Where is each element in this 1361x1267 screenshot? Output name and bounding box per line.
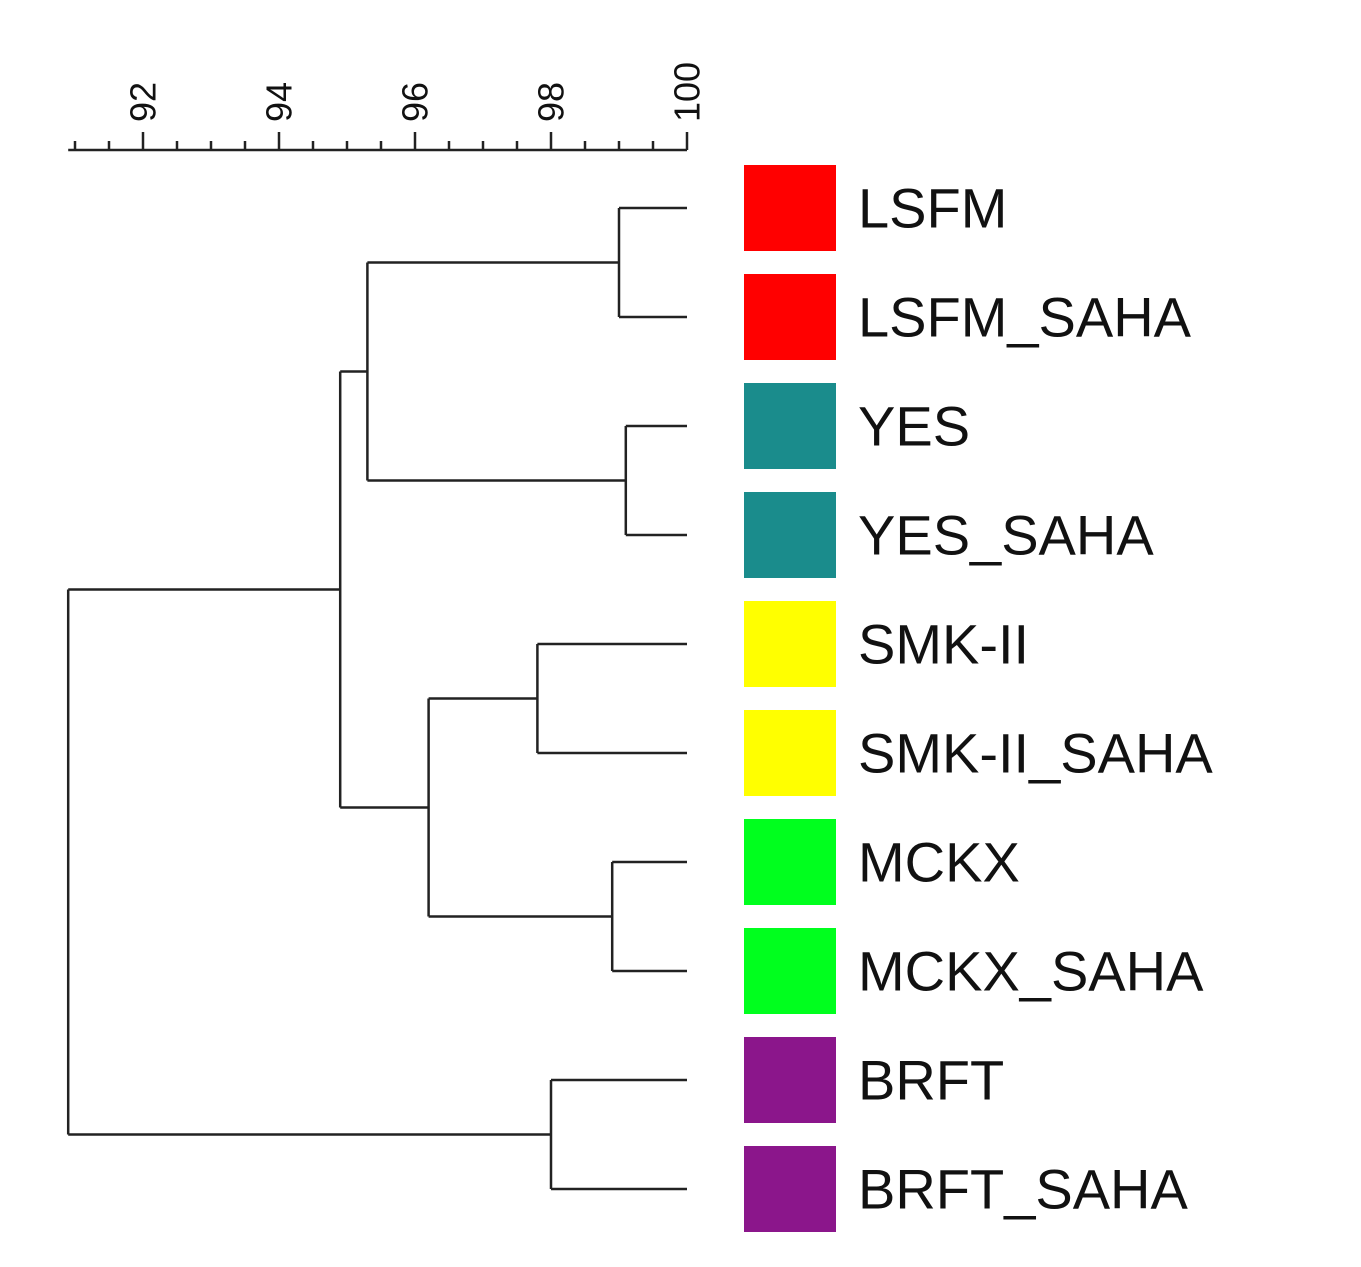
- leaf-color-swatch: [744, 1037, 836, 1123]
- leaf-color-swatch: [744, 1146, 836, 1232]
- leaf-label: MCKX_SAHA: [858, 940, 1204, 1003]
- leaf-item: SMK-II: [744, 601, 1029, 687]
- axis-tick-label: 96: [395, 82, 436, 122]
- leaf-item: MCKX_SAHA: [744, 928, 1204, 1014]
- leaf-item: BRFT: [744, 1037, 1004, 1123]
- leaf-label: YES_SAHA: [858, 504, 1154, 567]
- leaf-color-swatch: [744, 274, 836, 360]
- axis-tick-label: 92: [123, 82, 164, 122]
- leaf-color-swatch: [744, 710, 836, 796]
- leaf-item: MCKX: [744, 819, 1020, 905]
- leaf-color-swatch: [744, 601, 836, 687]
- leaf-label: LSFM: [858, 177, 1007, 240]
- leaf-item: LSFM_SAHA: [744, 274, 1192, 360]
- leaf-color-swatch: [744, 383, 836, 469]
- leaf-label: BRFT: [858, 1049, 1004, 1112]
- leaf-label: YES: [858, 395, 970, 458]
- axis-tick-label: 94: [259, 82, 300, 122]
- leaf-item: LSFM: [744, 165, 1007, 251]
- leaf-label: MCKX: [858, 831, 1020, 894]
- leaf-color-swatch: [744, 492, 836, 578]
- axis-tick-label: 98: [531, 82, 572, 122]
- similarity-axis: 92 94 96 98 100: [68, 62, 708, 152]
- dendrogram-tree: [66, 206, 687, 1191]
- leaf-legend: LSFM LSFM_SAHA YES YES_SAHA SMK-II SMK-II_SAH…: [744, 165, 1213, 1232]
- axis-tick-label: 100: [667, 62, 708, 122]
- leaf-item: YES: [744, 383, 970, 469]
- leaf-color-swatch: [744, 819, 836, 905]
- leaf-color-swatch: [744, 928, 836, 1014]
- leaf-item: YES_SAHA: [744, 492, 1154, 578]
- leaf-label: SMK-II: [858, 613, 1029, 676]
- leaf-item: BRFT_SAHA: [744, 1146, 1188, 1232]
- leaf-color-swatch: [744, 165, 836, 251]
- leaf-label: BRFT_SAHA: [858, 1158, 1188, 1221]
- leaf-label: LSFM_SAHA: [858, 286, 1192, 349]
- leaf-item: SMK-II_SAHA: [744, 710, 1213, 796]
- leaf-label: SMK-II_SAHA: [858, 722, 1213, 785]
